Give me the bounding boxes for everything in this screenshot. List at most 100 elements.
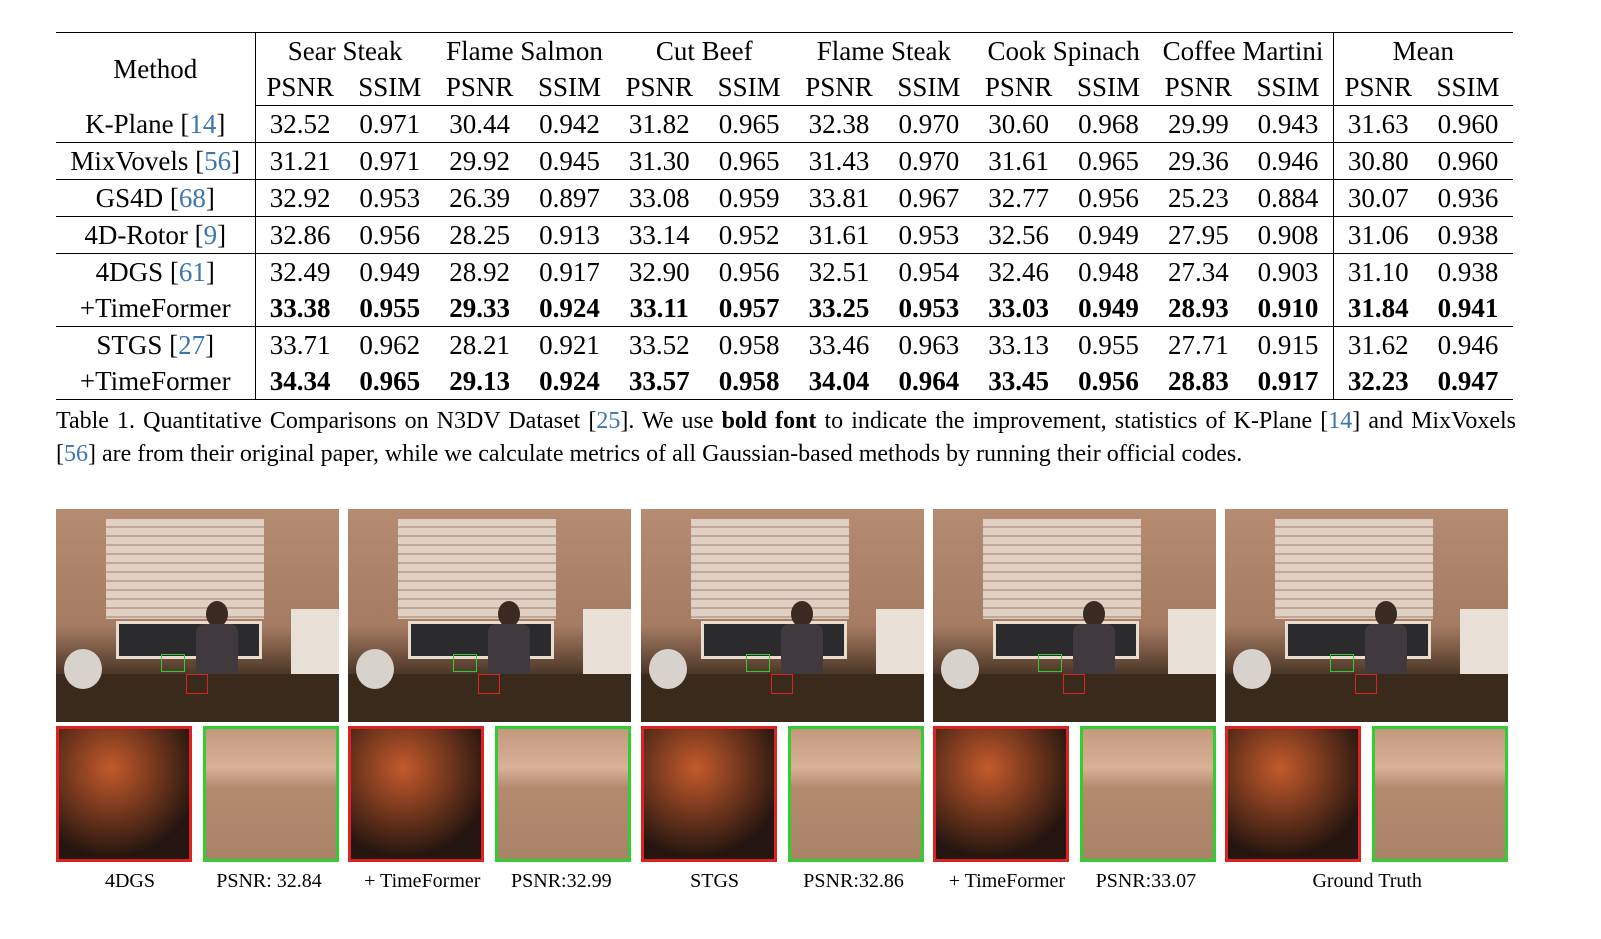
value-cell: 0.955 <box>1063 326 1154 363</box>
psnr-label: PSNR:32.99 <box>511 870 612 892</box>
header-cell: Flame Steak <box>816 36 952 66</box>
value-cell: 31.21 <box>255 142 345 180</box>
value-cell: 28.83 <box>1167 366 1229 396</box>
value-cell: 27.71 <box>1153 326 1244 363</box>
value-cell: 0.897 <box>524 179 615 217</box>
method-cell: MixVovels [56] <box>56 142 256 180</box>
value-cell: 32.77 <box>973 179 1064 217</box>
header-cell: SSIM <box>1063 69 1154 106</box>
header-cell: SSIM <box>1422 69 1513 106</box>
value-cell: 0.949 <box>1063 216 1154 254</box>
value-cell: 33.52 <box>614 326 705 363</box>
scene-image <box>640 509 924 722</box>
value-cell: 32.49 <box>255 253 345 290</box>
value-cell: 32.23 <box>1347 366 1409 396</box>
scene-image <box>348 509 632 722</box>
value-cell: 0.956 <box>704 253 795 290</box>
zoom-crop-red <box>348 726 485 862</box>
value-cell: 0.924 <box>539 293 600 323</box>
value-cell: 0.964 <box>898 366 960 396</box>
value-cell: 0.913 <box>524 216 615 254</box>
value-cell: 0.943 <box>1243 105 1334 143</box>
value-cell: 27.34 <box>1153 253 1244 290</box>
value-cell: 30.44 <box>449 109 510 139</box>
value-cell: 31.10 <box>1333 253 1423 290</box>
header-cell: SSIM <box>704 69 795 106</box>
value-cell: 30.80 <box>1333 142 1423 180</box>
value-cell: 28.92 <box>434 253 525 290</box>
value-cell: 31.30 <box>614 142 705 180</box>
value-cell: 31.62 <box>1333 326 1423 363</box>
zoom-crop-green <box>1372 726 1509 862</box>
value-cell: 31.43 <box>794 142 884 180</box>
value-cell: 0.954 <box>883 253 974 290</box>
header-cell: Flame Salmon <box>446 36 603 66</box>
value-cell: 34.34 <box>269 366 331 396</box>
value-cell: 32.51 <box>794 253 884 290</box>
value-cell: 33.13 <box>973 326 1064 363</box>
method-cell: +TimeFormer <box>56 363 256 400</box>
header-cell: PSNR <box>794 69 884 106</box>
caption-bold: bold font <box>721 408 817 434</box>
value-cell: 28.21 <box>434 326 525 363</box>
value-cell: 0.953 <box>344 179 435 217</box>
value-cell: 0.965 <box>359 366 421 396</box>
value-cell: 0.965 <box>718 109 780 139</box>
value-cell: 0.971 <box>344 142 435 180</box>
value-cell: 29.36 <box>1153 142 1244 180</box>
value-cell: 33.71 <box>255 326 345 363</box>
value-cell: 33.11 <box>629 293 689 323</box>
value-cell: 0.970 <box>898 109 960 139</box>
value-cell: 33.38 <box>269 293 331 323</box>
header-cell: PSNR <box>255 69 345 106</box>
value-cell: 33.57 <box>628 366 690 396</box>
value-cell: 0.968 <box>1078 109 1139 139</box>
value-cell: 0.952 <box>704 216 795 254</box>
method-label: + TimeFormer <box>364 870 481 892</box>
value-cell: 0.945 <box>524 142 615 180</box>
value-cell: 0.963 <box>883 326 974 363</box>
value-cell: 0.946 <box>1243 142 1334 180</box>
value-cell: 0.953 <box>898 293 960 323</box>
value-cell: 31.63 <box>1347 109 1409 139</box>
value-cell: 27.95 <box>1153 216 1244 254</box>
method-cell: STGS [27] <box>56 326 256 363</box>
value-cell: 0.921 <box>524 326 615 363</box>
value-cell: 0.958 <box>704 326 795 363</box>
value-cell: 32.52 <box>269 109 331 139</box>
value-cell: 32.46 <box>973 253 1064 290</box>
caption-text: Table 1. Quantitative Comparisons on N3D… <box>56 408 722 434</box>
value-cell: 0.942 <box>539 109 600 139</box>
header-cell: PSNR <box>1153 69 1244 106</box>
method-cell: K-Plane [14] <box>56 105 256 143</box>
header-row: Method Sear Steak Flame Salmon Cut Beef Flam… <box>56 32 1513 106</box>
header-cell: Coffee Martini <box>1153 32 1334 69</box>
value-cell: 0.948 <box>1063 253 1154 290</box>
method-label: 4DGS <box>104 870 156 892</box>
header-cell: PSNR <box>434 69 525 106</box>
value-cell: 29.13 <box>449 366 510 396</box>
value-cell: 0.953 <box>883 216 974 254</box>
scene-image <box>56 509 339 722</box>
value-cell: 0.884 <box>1243 179 1334 217</box>
header-cell: Cook Spinach <box>987 36 1140 66</box>
value-cell: 32.56 <box>973 216 1064 254</box>
value-cell: 0.965 <box>704 142 795 180</box>
method-label: Ground Truth <box>1312 870 1422 892</box>
table-body: Method Sear Steak Flame Salmon Cut Beef Flam… <box>56 32 1513 400</box>
scene-image <box>932 509 1216 722</box>
header-cell: SSIM <box>1243 69 1334 106</box>
value-cell: 0.958 <box>718 366 780 396</box>
value-cell: 0.949 <box>1078 293 1139 323</box>
value-cell: 0.903 <box>1243 253 1334 290</box>
header-cell: Mean <box>1392 36 1455 66</box>
value-cell: 0.947 <box>1437 366 1499 396</box>
method-label: STGS <box>690 870 740 892</box>
value-cell: 0.960 <box>1422 142 1513 180</box>
value-cell: 31.84 <box>1347 293 1409 323</box>
value-cell: 25.23 <box>1153 179 1244 217</box>
value-cell: 0.967 <box>883 179 974 217</box>
value-cell: 0.938 <box>1422 253 1513 290</box>
table-row: K-Plane [14] 32.52 0.971 30.44 0.942 31.82 0.9… <box>56 105 1513 143</box>
